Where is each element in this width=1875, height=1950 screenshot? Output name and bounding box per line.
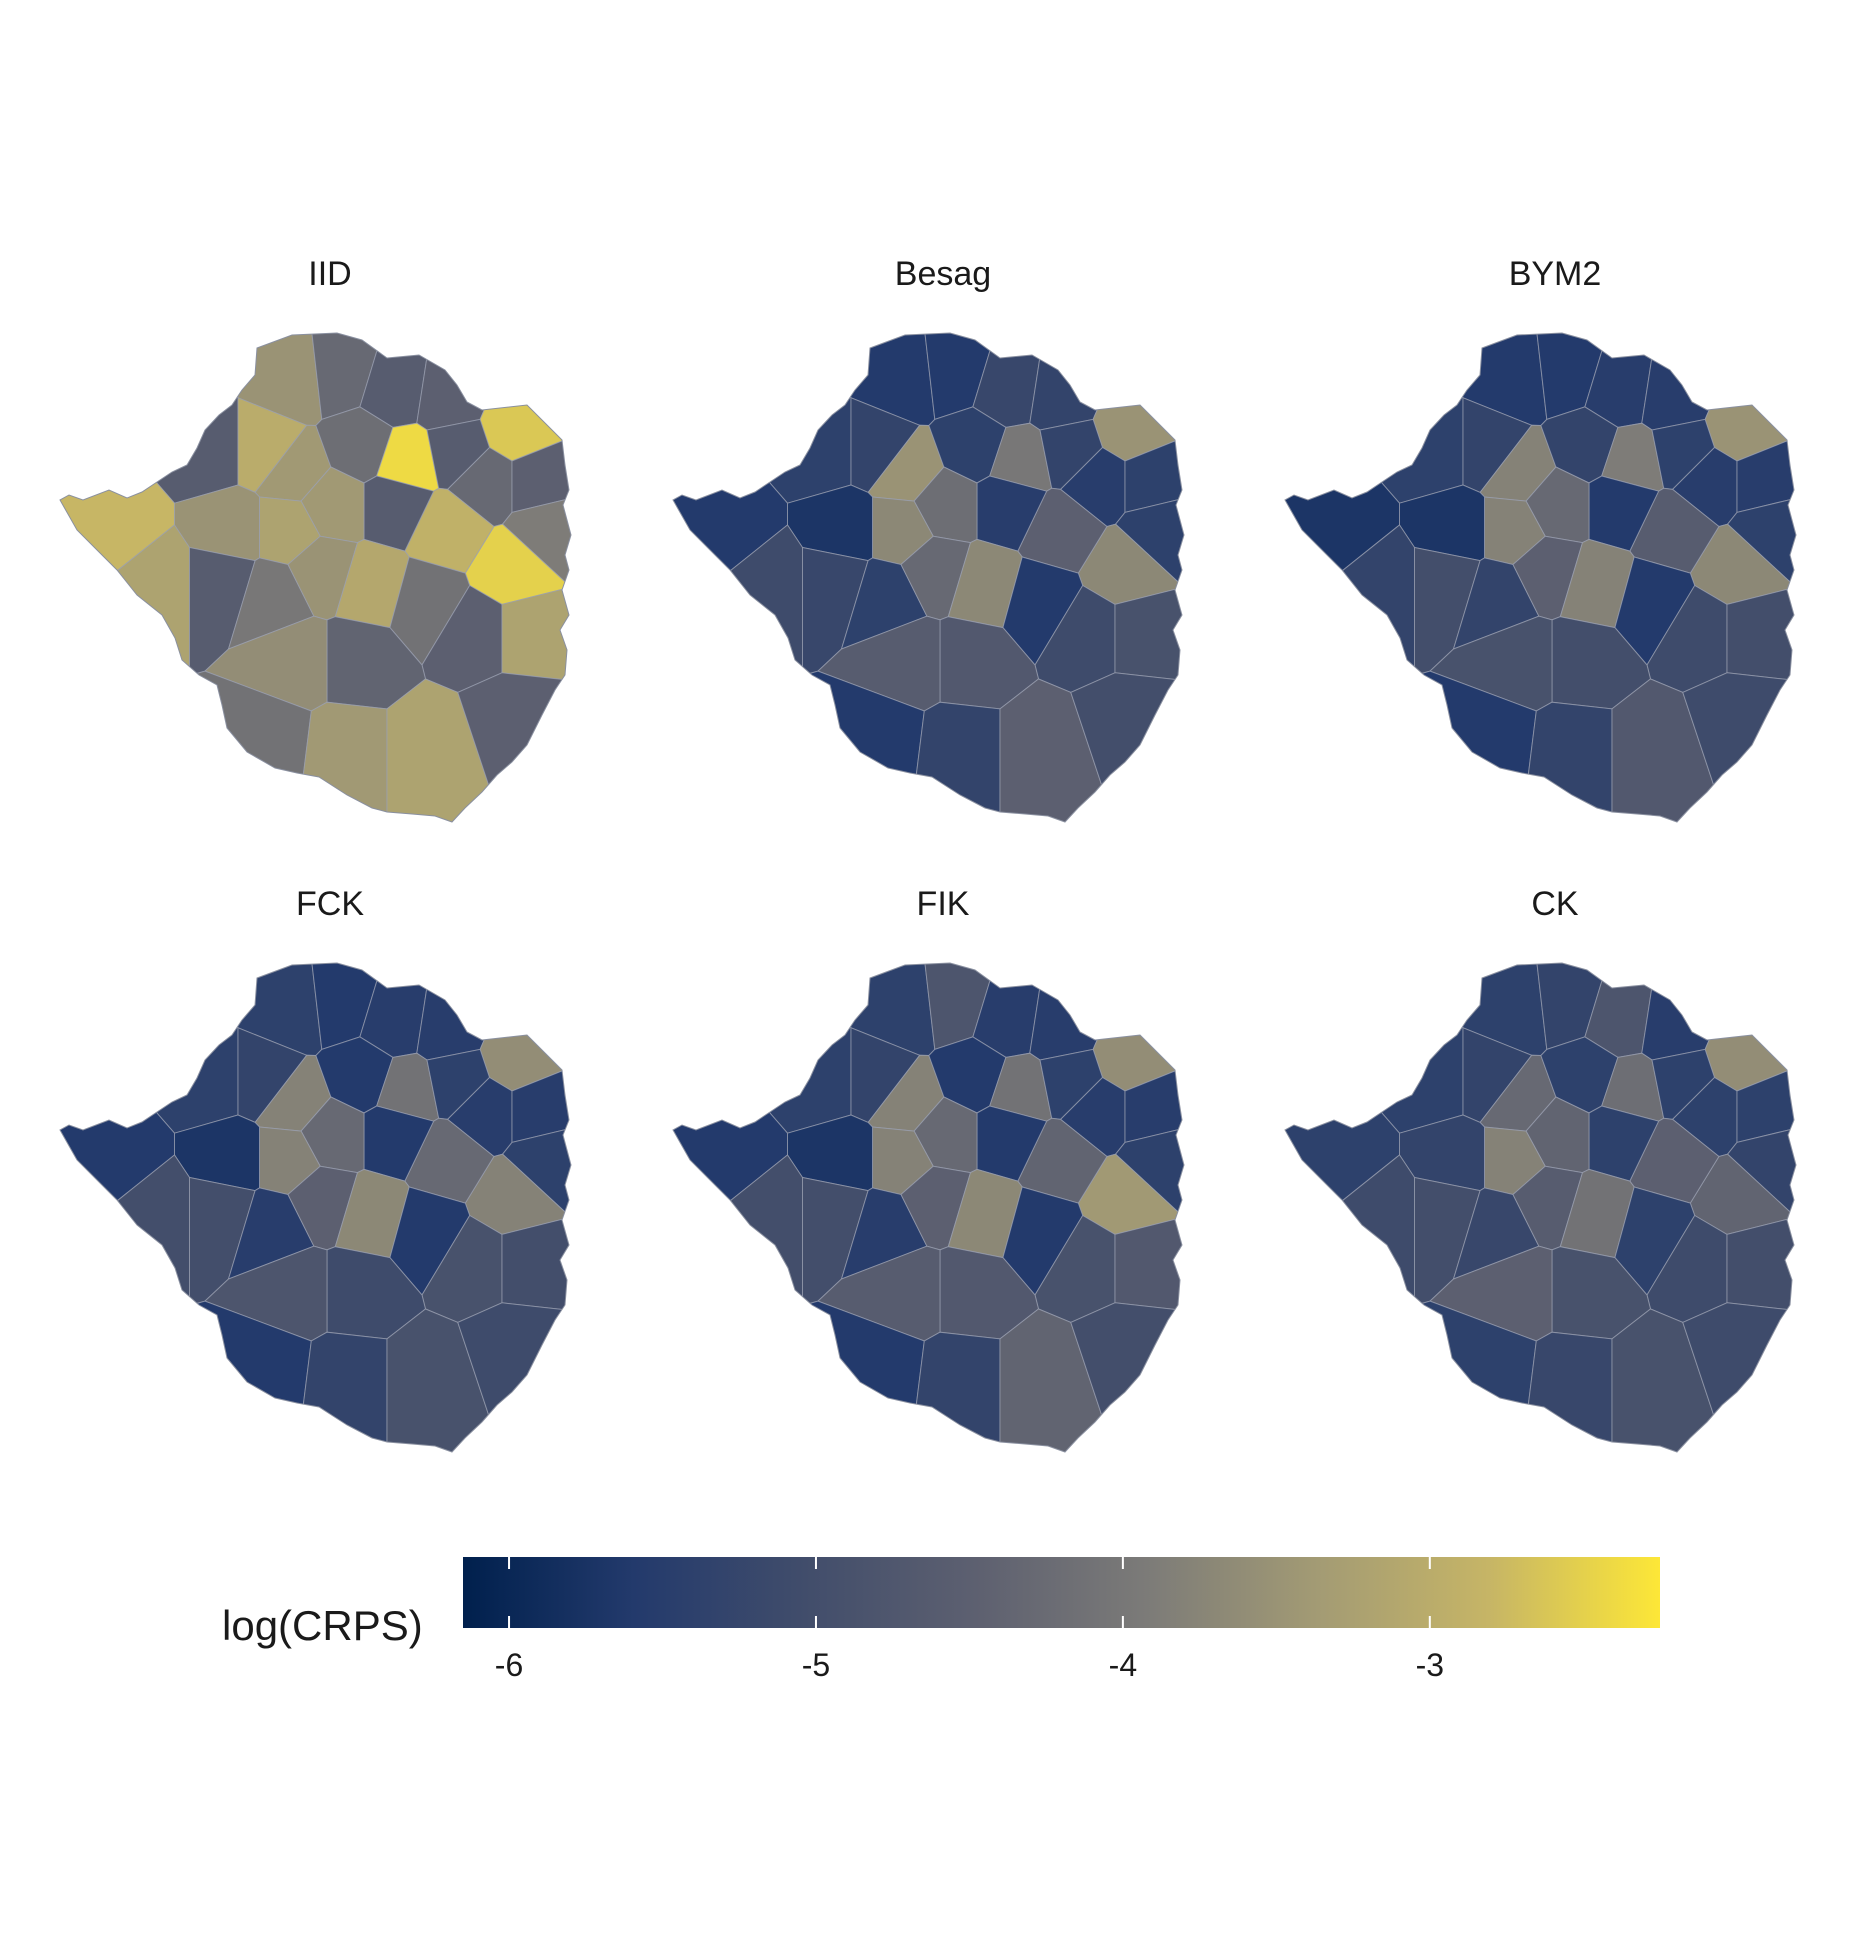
country-outline — [672, 962, 1185, 1453]
district-region — [60, 963, 239, 1134]
map-regions — [673, 333, 1184, 822]
district-region — [479, 333, 571, 462]
colorbar-ticks: -6 -5 -4 -3 — [495, 1557, 1444, 1683]
district-region — [1682, 1302, 1796, 1452]
district-region — [1092, 333, 1184, 462]
colorbar — [463, 1557, 1660, 1628]
map-panel-iid: IID — [59, 255, 572, 823]
panel-title: FCK — [296, 885, 364, 923]
map-panels: IID Besag BYM2 FCK FIK CK — [59, 255, 1797, 1453]
district-region — [1114, 1216, 1184, 1317]
country-outline — [1284, 962, 1797, 1453]
map-panel-fck: FCK — [59, 885, 572, 1453]
district-region — [1285, 670, 1537, 822]
district-region — [501, 1216, 571, 1317]
colorbar-tick-label: -4 — [1109, 1647, 1137, 1683]
map-panel-bym2: BYM2 — [1284, 255, 1797, 823]
country-outline — [59, 332, 572, 823]
colorbar-tick-label: -6 — [495, 1647, 523, 1683]
map-regions — [60, 963, 571, 1452]
district-region — [1114, 586, 1184, 687]
map-panel-besag: Besag — [672, 255, 1185, 823]
colorbar-tick-label: -3 — [1416, 1647, 1444, 1683]
district-region — [1682, 672, 1796, 822]
district-region — [60, 333, 239, 504]
district-region — [60, 670, 312, 822]
district-region — [1726, 1216, 1796, 1317]
map-regions — [673, 963, 1184, 1452]
map-regions — [1285, 333, 1796, 822]
district-region — [1285, 963, 1464, 1134]
district-region — [1285, 333, 1464, 504]
district-region — [673, 333, 852, 504]
district-region — [457, 1302, 571, 1452]
country-outline — [1284, 332, 1797, 823]
colorbar-tick-label: -5 — [802, 1647, 830, 1683]
district-region — [1704, 333, 1796, 462]
map-regions — [1285, 963, 1796, 1452]
district-region — [1285, 1300, 1537, 1452]
district-region — [60, 1300, 312, 1452]
district-region — [1704, 963, 1796, 1092]
map-panel-ck: CK — [1284, 885, 1797, 1453]
country-outline — [672, 332, 1185, 823]
district-region — [479, 963, 571, 1092]
district-region — [673, 670, 925, 822]
legend-title: log(CRPS) — [222, 1602, 423, 1649]
colorbar-legend: log(CRPS) -6 -5 -4 -3 — [222, 1557, 1660, 1683]
district-region — [673, 1300, 925, 1452]
panel-title: Besag — [895, 255, 991, 293]
district-region — [1070, 672, 1184, 822]
panel-title: CK — [1531, 885, 1579, 923]
district-region — [501, 586, 571, 687]
district-region — [1092, 963, 1184, 1092]
country-outline — [59, 962, 572, 1453]
district-region — [673, 963, 852, 1134]
district-region — [1070, 1302, 1184, 1452]
panel-title: IID — [308, 255, 351, 293]
district-region — [1726, 586, 1796, 687]
map-panel-fik: FIK — [672, 885, 1185, 1453]
district-region — [457, 672, 571, 822]
panel-title: FIK — [917, 885, 970, 923]
map-regions — [60, 333, 571, 822]
panel-title: BYM2 — [1509, 255, 1602, 293]
